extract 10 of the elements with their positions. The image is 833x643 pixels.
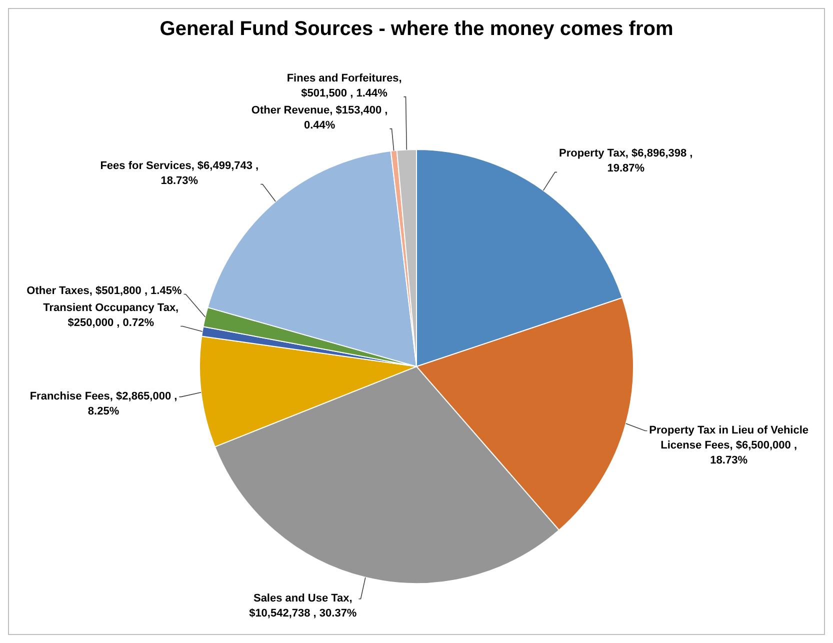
chart-title: General Fund Sources - where the money comes from bbox=[158, 17, 674, 42]
slice-label: Other Taxes, $501,800 , 1.45% bbox=[26, 284, 182, 297]
slice-label: Fees for Services, $6,499,743 , 18.73% bbox=[100, 160, 259, 187]
slice-label: Transient Occupancy Tax, $250,000 , 0.72% bbox=[43, 302, 179, 329]
slice-label: Property Tax in Lieu of Vehicle License Fees, $6,500,000 , 18.73% bbox=[649, 424, 809, 466]
slice-label: Sales and Use Tax, $10,542,738 , 30.37% bbox=[249, 592, 357, 620]
slice-label: Other Revenue, $153,400 , 0.44% bbox=[251, 104, 388, 132]
slice-label: Property Tax, $6,896,398 , 19.87% bbox=[559, 148, 693, 175]
slice-label: Fines and Forfeitures, $501,500 , 1.44% bbox=[286, 72, 402, 100]
slice-label: Franchise Fees, $2,865,000 , 8.25% bbox=[30, 390, 178, 418]
